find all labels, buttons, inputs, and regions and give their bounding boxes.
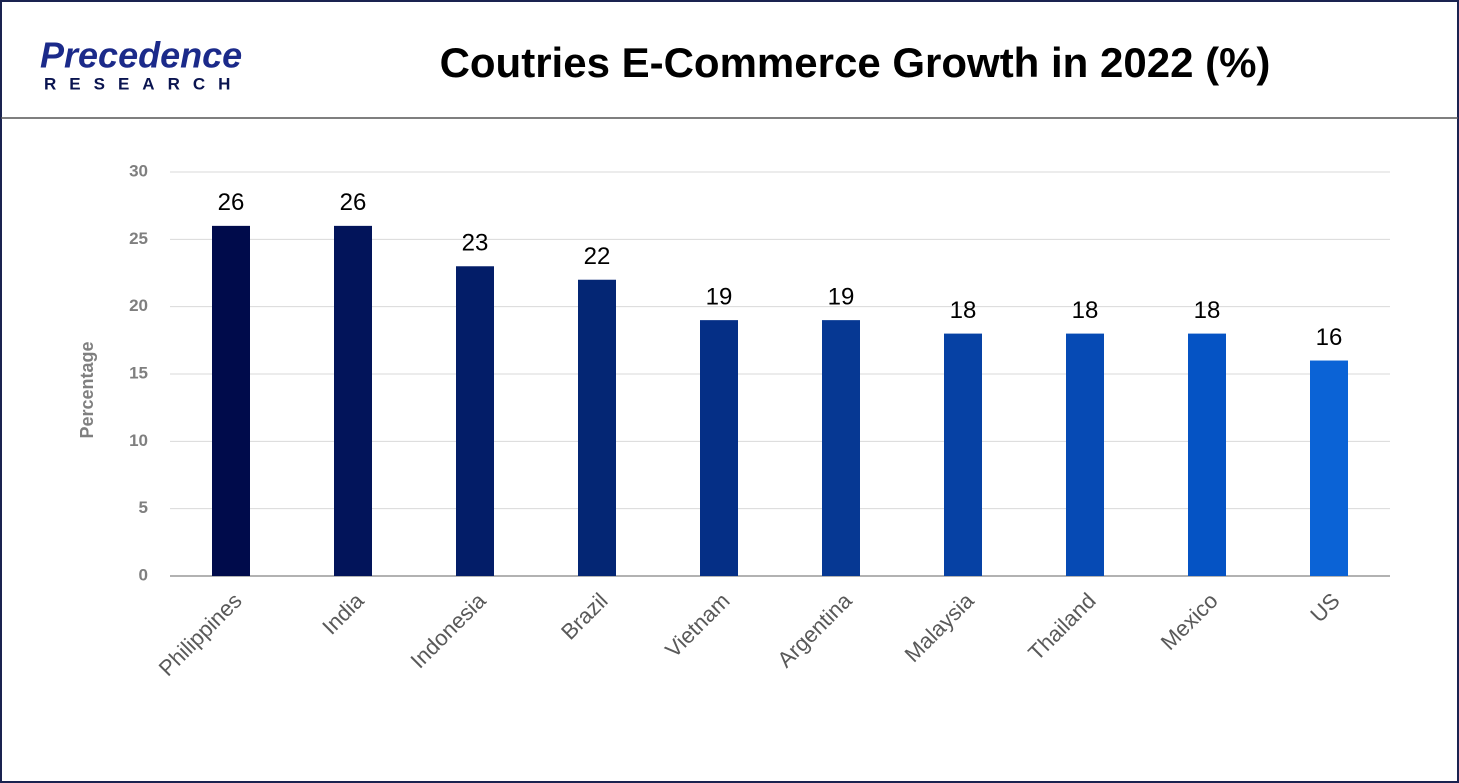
value-label: 22 (584, 243, 611, 270)
bar (578, 279, 616, 576)
x-tick-label: Indonesia (405, 587, 491, 673)
x-tick-label: Vietnam (660, 588, 734, 662)
x-tick-label: India (317, 587, 369, 639)
value-label: 19 (828, 283, 855, 310)
logo-tagline: RESEARCH (44, 74, 243, 93)
value-label: 26 (340, 189, 367, 216)
bar (1066, 333, 1104, 576)
value-label: 18 (1194, 297, 1221, 324)
x-tick-label: Thailand (1023, 588, 1100, 665)
bar (334, 225, 372, 576)
y-tick-label: 25 (129, 229, 148, 248)
value-label: 19 (706, 283, 733, 310)
logo-name: Precedence (40, 35, 242, 76)
bar (1188, 333, 1226, 576)
y-tick-label: 10 (129, 431, 148, 450)
x-tick-label: Philippines (154, 588, 247, 681)
value-label: 16 (1316, 324, 1343, 351)
bar (1310, 360, 1348, 576)
x-tick-label: Argentina (772, 587, 857, 672)
chart-title: Coutries E-Commerce Growth in 2022 (%) (440, 39, 1271, 86)
value-label: 26 (218, 189, 245, 216)
bar (456, 266, 494, 576)
x-tick-label: Malaysia (900, 587, 980, 667)
bar (212, 225, 250, 576)
value-label: 23 (462, 230, 489, 257)
y-tick-label: 20 (129, 296, 148, 315)
bar (700, 320, 738, 576)
x-tick-label: US (1305, 588, 1344, 627)
bar (822, 320, 860, 576)
x-tick-label: Brazil (556, 588, 613, 645)
x-tick-label: Mexico (1156, 588, 1223, 655)
bar (944, 333, 982, 576)
y-tick-label: 30 (129, 161, 148, 180)
y-tick-label: 5 (139, 498, 148, 517)
y-axis-label: Percentage (77, 341, 97, 438)
value-label: 18 (1072, 297, 1099, 324)
y-tick-label: 15 (129, 363, 148, 382)
y-tick-label: 0 (139, 565, 148, 584)
value-label: 18 (950, 297, 977, 324)
